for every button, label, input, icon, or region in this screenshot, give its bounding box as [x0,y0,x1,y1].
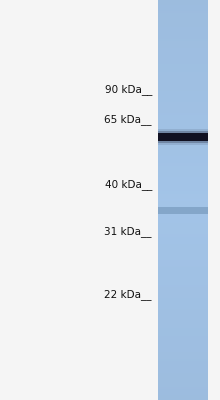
Bar [158,141,208,143]
Text: 40 kDa__: 40 kDa__ [105,180,152,190]
Bar [158,129,208,133]
Text: 22 kDa__: 22 kDa__ [104,290,152,300]
Text: 90 kDa__: 90 kDa__ [105,84,152,96]
Bar [158,141,208,145]
Bar [158,206,208,214]
Text: 65 kDa__: 65 kDa__ [104,114,152,126]
Text: 31 kDa__: 31 kDa__ [104,226,152,238]
Bar [158,133,208,141]
Bar [158,131,208,133]
